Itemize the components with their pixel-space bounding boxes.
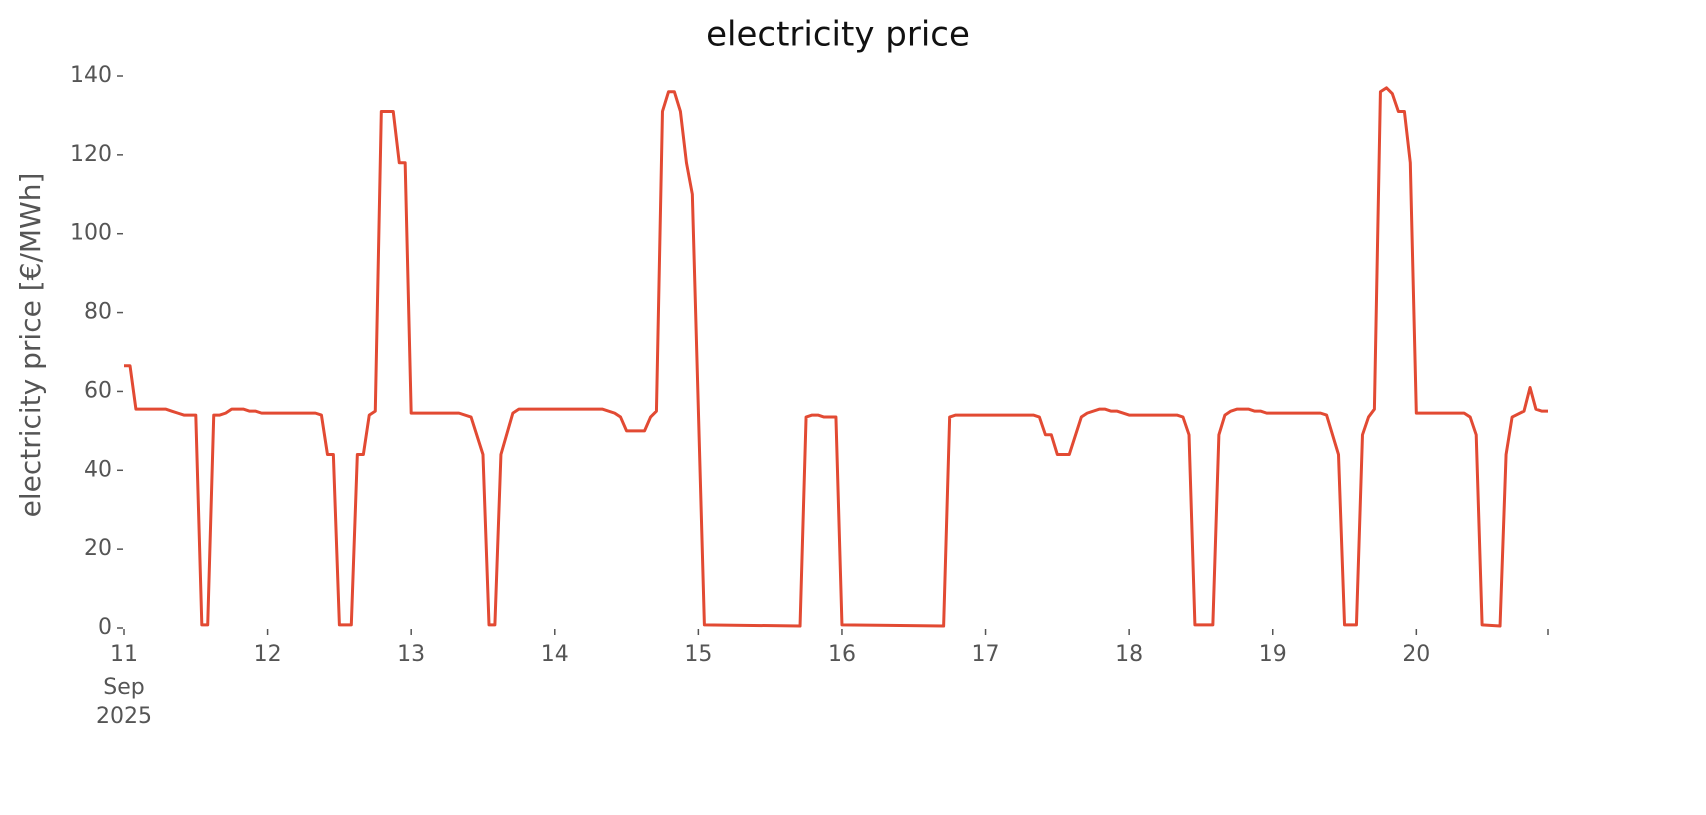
x-tick-month: Sep (103, 675, 144, 700)
y-tick-label: 120 (70, 142, 112, 167)
x-tick-label: 13 (397, 642, 425, 667)
x-tick-label: 16 (828, 642, 856, 667)
y-tick-label: 40 (84, 457, 112, 482)
price-line (124, 86, 1548, 628)
x-tick-label: 14 (541, 642, 569, 667)
y-tick-label: 0 (98, 615, 112, 640)
x-tick-label: 12 (254, 642, 282, 667)
x-tick-label: 19 (1259, 642, 1287, 667)
y-tick-label: 20 (84, 536, 112, 561)
y-tick-label: 100 (70, 221, 112, 246)
chart-title: electricity price (706, 15, 970, 55)
x-tick-year: 2025 (96, 704, 152, 729)
x-tick-label: 11 (110, 642, 138, 667)
x-tick-label: 15 (684, 642, 712, 667)
x-tick-label: 20 (1402, 642, 1430, 667)
x-tick-label: 18 (1115, 642, 1143, 667)
x-tick-label: 17 (972, 642, 1000, 667)
y-tick-label: 60 (84, 378, 112, 403)
y-tick-label: 140 (70, 63, 112, 88)
y-tick-label: 80 (84, 300, 112, 325)
y-axis-label: electricity price [€/MWh] (14, 173, 47, 518)
